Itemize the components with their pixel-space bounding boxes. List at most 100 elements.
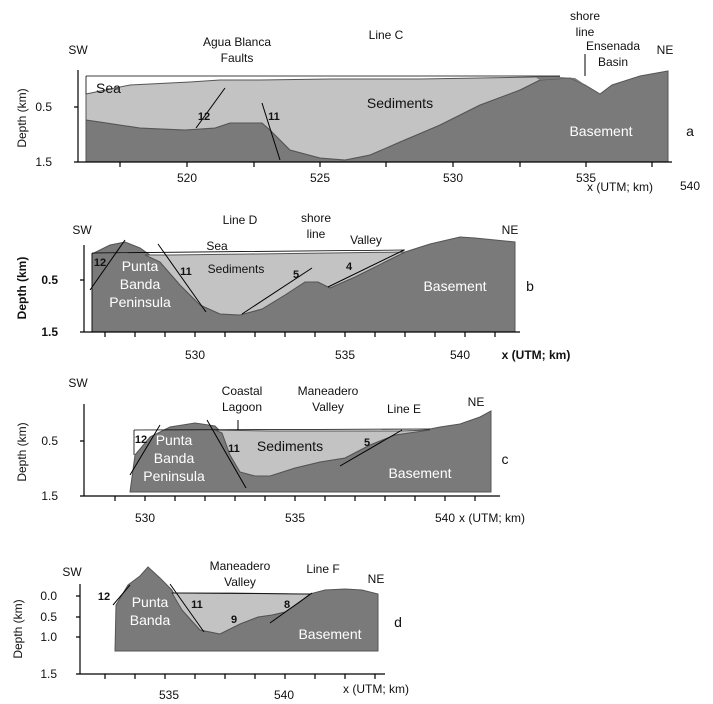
panel-c-sw: SW: [68, 376, 88, 390]
panel-b-fault-12-label: 12: [94, 257, 106, 269]
panel-a-faults-label-2: Faults: [221, 51, 254, 65]
panel-d-x-axis: [80, 673, 385, 679]
panel-b-sw: SW: [72, 223, 92, 237]
panel-d-pen-1: Punta: [132, 594, 169, 610]
panel-b-sea-label: Sea: [206, 239, 228, 253]
panel-a-fault-11-label: 11: [268, 111, 280, 123]
panel-c-ne: NE: [468, 395, 485, 409]
panel-c-pen-1: Punta: [156, 432, 193, 448]
panel-b-fault-4-label: 4: [346, 261, 353, 273]
panel-d-pen-2: Banda: [130, 612, 171, 628]
panel-c-valley-1: Maneadero: [298, 384, 359, 398]
panel-b-id: b: [526, 278, 534, 294]
panel-b-xtick-1: 535: [335, 348, 355, 362]
panel-c-pen-2: Banda: [154, 450, 195, 466]
panel-d-xlabel: x (UTM; km): [343, 682, 409, 696]
panel-a-ne: NE: [657, 43, 674, 57]
panel-a-faults-label-1: Agua Blanca: [203, 35, 271, 49]
panel-d-xtick-0: 535: [159, 688, 179, 702]
panel-a-line-label: Line C: [369, 28, 404, 42]
panel-a-sea-label: Sea: [96, 80, 121, 96]
panel-c-fault-12-label: 12: [135, 434, 147, 446]
panel-c-id: c: [502, 451, 509, 467]
panel-c-xtick-2: 540: [435, 511, 455, 525]
panel-b-ytick-0: 0.5: [41, 273, 58, 287]
panel-b-basement-label: Basement: [423, 278, 486, 294]
panel-a-sea-outline: [85, 75, 560, 94]
panel-d-ne: NE: [368, 572, 385, 586]
panel-a-sw: SW: [68, 43, 88, 57]
panel-b-sea-outline: [91, 249, 406, 332]
panel-c-y-axis: [80, 404, 85, 497]
panel-a-shore-2: line: [576, 25, 595, 39]
panel-b-xtick-0: 530: [185, 348, 205, 362]
panel-d-ytick-2: 1.0: [40, 630, 57, 644]
panel-a-xtick-1: 525: [310, 171, 330, 185]
panel-a-basement-label: Basement: [569, 123, 632, 139]
panel-a-ytick-0: 0.5: [35, 100, 52, 114]
panel-a-y-axis: [74, 70, 79, 163]
panel-d-fault-11: [169, 583, 205, 633]
panel-b-fault-12: [89, 239, 126, 291]
panel-c-xlabel: x (UTM; km): [459, 511, 525, 525]
panel-b-fault-5-label: 5: [293, 269, 299, 281]
panel-d-fault-12-label: 12: [98, 591, 110, 603]
panel-b-pen-2: Banda: [120, 276, 161, 292]
panel-c-sediments: [214, 429, 431, 477]
panel-d-ytick-3: 1.5: [40, 667, 57, 681]
panel-c-fault-5: [339, 429, 403, 467]
panel-b-fault-5: [241, 267, 313, 315]
panel-d-valley-1: Maneadero: [210, 559, 271, 573]
panel-c-fault-11-label: 11: [228, 443, 240, 455]
panel-c-fault-5-label: 5: [364, 437, 370, 449]
panel-a-sediments-label: Sediments: [367, 95, 433, 111]
panel-a-basin-2: Basin: [598, 55, 628, 69]
panel-b-fault-11: [157, 243, 207, 313]
panel-b-pen-3: Peninsula: [109, 294, 171, 310]
panel-b-fault-4: [327, 249, 405, 288]
panel-c-fault-11: [206, 419, 247, 489]
panel-b-shore-1: shore: [301, 211, 331, 225]
panel-d-ytick-1: 0.5: [40, 610, 57, 624]
panel-b: SW NE Line D Sea shore line Valley Sedim…: [15, 211, 570, 362]
panel-d: SW NE Line F Maneadero Valley Punta Band…: [11, 559, 409, 702]
panel-c: SW NE Line E Coastal Lagoon Maneadero Va…: [15, 376, 525, 525]
panel-a-x-axis: [78, 161, 672, 167]
panel-c-ytick-0: 0.5: [41, 434, 58, 448]
panel-c-sediments-label: Sediments: [257, 438, 323, 454]
panel-c-line-label: Line E: [387, 402, 421, 416]
panel-a-basin-1: Ensenada: [586, 39, 640, 53]
panel-b-pen-1: Punta: [122, 258, 159, 274]
panel-b-ne: NE: [502, 223, 519, 237]
panel-b-sediments: [144, 251, 406, 316]
panel-d-ylabel: Depth (km): [11, 599, 25, 658]
panel-c-pen-3: Peninsula: [143, 468, 205, 484]
panel-c-sea-outline: [133, 428, 431, 455]
panel-a-xtick-3: 535: [576, 171, 596, 185]
panel-b-valley: Valley: [350, 233, 382, 247]
panel-a-sediments: [85, 76, 561, 161]
panel-c-xtick-1: 535: [285, 511, 305, 525]
panel-c-x-axis: [84, 495, 500, 501]
panel-a-fault-11: [261, 102, 281, 161]
panel-b-xlabel: x (UTM; km): [502, 348, 571, 362]
panel-d-y-axis: [76, 584, 81, 675]
panel-d-fault-11-label: 11: [191, 599, 203, 611]
panel-c-fault-12: [129, 424, 161, 476]
panel-a-coast-wedge: [535, 77, 600, 94]
panel-a-xtick-0: 520: [177, 171, 197, 185]
panel-b-ytick-1: 1.5: [41, 325, 58, 339]
panel-d-fault-8: [269, 592, 313, 624]
panel-c-valley-2: Valley: [312, 400, 344, 414]
panel-a-xtick-4: 540: [680, 179, 700, 193]
panel-c-lagoon-1: Coastal: [222, 384, 263, 398]
panel-b-ylabel: Depth (km): [15, 257, 29, 320]
panel-d-fault-8-label: 8: [284, 599, 290, 611]
panel-d-sw: SW: [62, 565, 82, 579]
panel-a-fault-12-label: 12: [198, 111, 210, 123]
panel-d-xtick-1: 540: [274, 688, 294, 702]
panel-a-ytick-1: 1.5: [35, 155, 52, 169]
panel-d-fault-9-label: 9: [231, 614, 237, 626]
panel-c-basement-label: Basement: [388, 465, 451, 481]
